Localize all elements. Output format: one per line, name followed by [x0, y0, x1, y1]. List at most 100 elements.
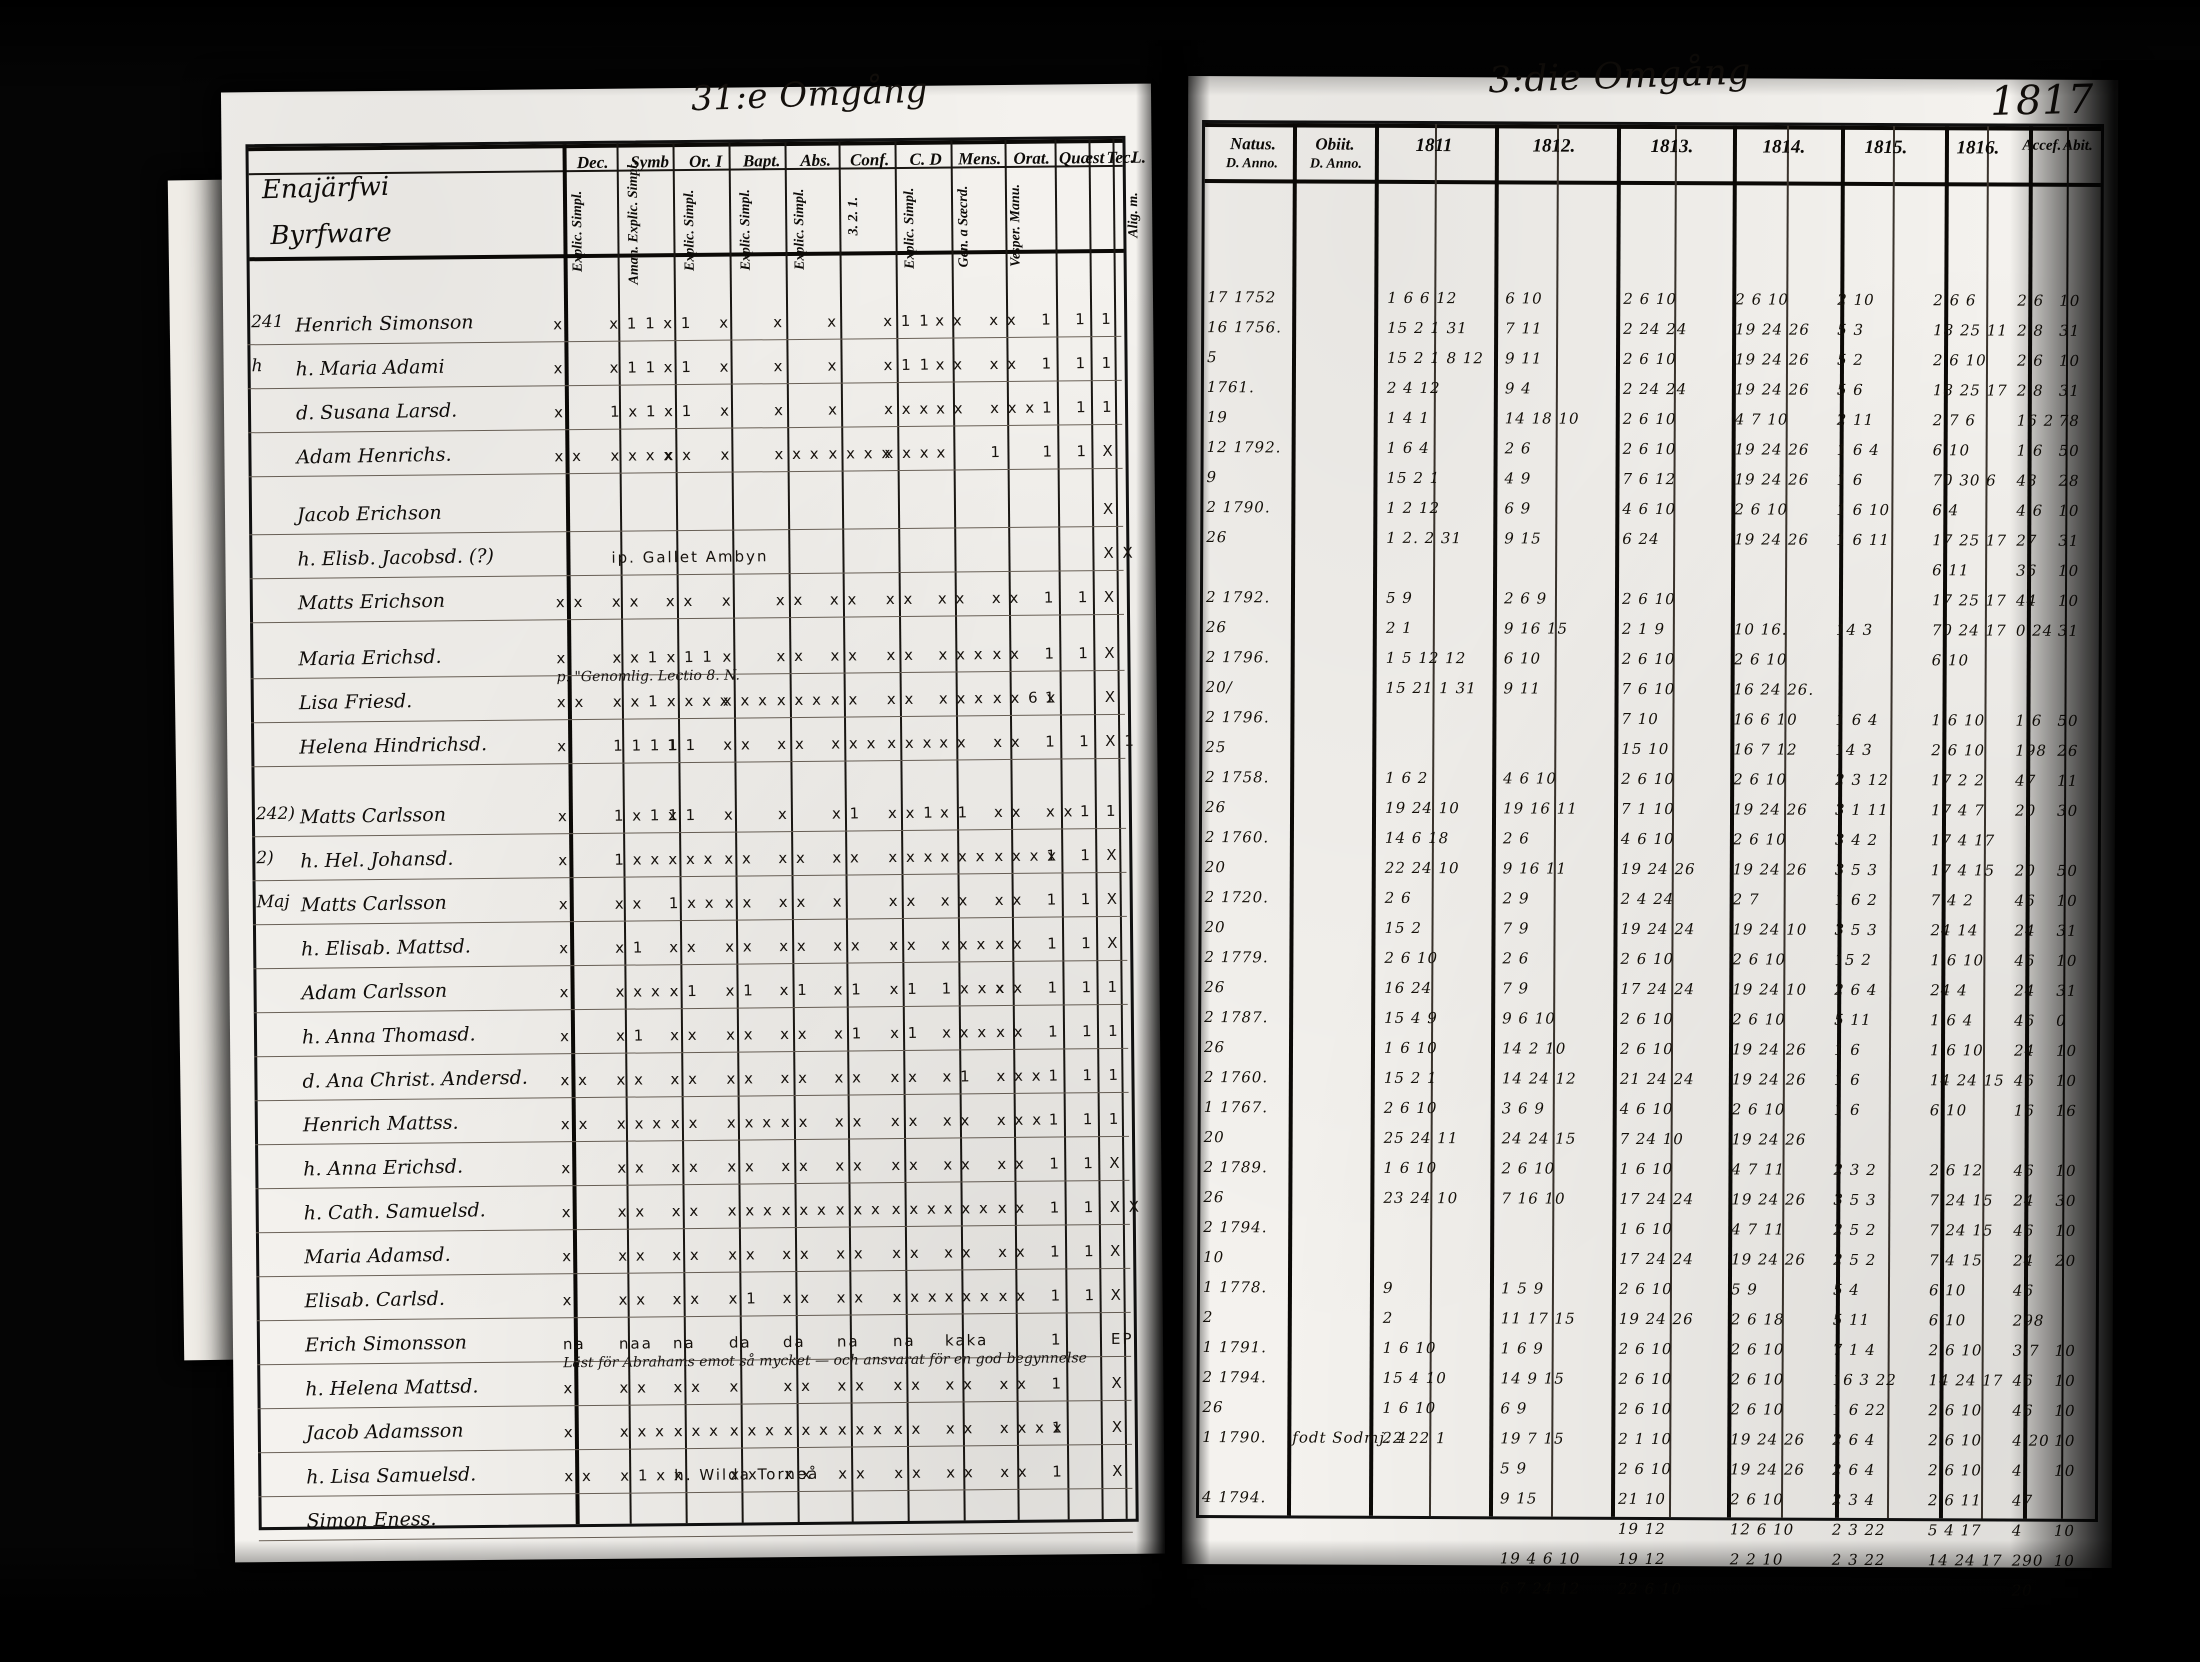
cell-mark: x	[719, 401, 732, 420]
register-value: 19 24 26	[1734, 380, 1810, 399]
cell-mark: 1	[1075, 310, 1087, 329]
cell-mark: x x	[993, 802, 1023, 822]
cell-mark: x x	[781, 1156, 810, 1176]
register-value: 9	[1382, 1278, 1394, 1297]
register-value: 15 2 1	[1386, 468, 1441, 488]
register-value: 1 2 12	[1386, 498, 1441, 518]
register-value: 15 2 1	[1383, 1068, 1438, 1088]
register-value: 19 24 24	[1620, 919, 1696, 939]
cell-mark: x x x	[892, 1287, 939, 1307]
cell-mark: x 1	[728, 1289, 758, 1308]
register-value: 5 9	[1500, 1459, 1528, 1478]
register-value: 7 11	[1505, 319, 1543, 338]
cell-mark: x x	[837, 1376, 867, 1395]
cell-mark: 1	[1049, 1154, 1061, 1173]
cell-mark: x x	[619, 1378, 649, 1397]
register-value: 1 6 10	[1836, 500, 1891, 520]
register-value: 2 6 4	[1832, 1430, 1876, 1449]
register-value: 2 6 10	[1928, 1401, 1983, 1420]
cell-mark: x x x	[781, 1200, 828, 1220]
register-value: 2 6	[1502, 949, 1530, 968]
cell-mark: 1	[990, 443, 1003, 462]
cell-mark: 1	[1050, 1330, 1063, 1349]
person-name: Henrich Simonson	[295, 311, 474, 337]
register-value: 3 4 2	[1834, 830, 1879, 849]
cell-mark: x x	[890, 1067, 920, 1087]
cell-mark: x x	[999, 1374, 1029, 1394]
register-value: 24 4	[1930, 981, 1968, 1000]
cell-mark: x x x	[727, 1201, 774, 1220]
register-value: 1 6 4	[1930, 1011, 1974, 1030]
register-value: 2 6 10	[1732, 1010, 1786, 1029]
cell-mark: na	[836, 1332, 860, 1351]
register-value: 15 2 1 8 12	[1386, 348, 1484, 368]
cell-mark: x	[719, 357, 731, 376]
cell-mark: x x	[893, 1419, 923, 1439]
register-value: 2 24 24	[1622, 379, 1688, 399]
right-dark-margin	[2010, 60, 2200, 1660]
register-value: 1 6 2	[1385, 768, 1429, 788]
cell-mark: x	[559, 939, 571, 958]
cell-mark: x	[558, 851, 570, 870]
register-value: 1 6	[1833, 1040, 1861, 1059]
register-value: 2 6 10	[1621, 589, 1676, 609]
column-header-1815: 1815.	[1864, 136, 1908, 159]
register-value: 22 24 10	[1384, 858, 1460, 878]
register-value: 2 6 10	[1730, 1490, 1784, 1509]
cell-mark: x x	[782, 1244, 811, 1264]
cell-mark: 1	[1101, 309, 1113, 329]
cell-mark: x	[553, 359, 565, 378]
cell-mark: x x	[725, 1025, 755, 1044]
cell-mark: x x	[665, 591, 695, 611]
cell-mark: x x	[834, 1068, 864, 1087]
register-value: 14 3	[1835, 620, 1874, 639]
cell-mark: 1	[1101, 397, 1114, 417]
register-value: 14 24 12	[1501, 1069, 1577, 1088]
column-header-dec: Dec.	[576, 152, 609, 173]
cell-mark: x x	[611, 592, 641, 611]
register-value: 14 6 18	[1384, 828, 1450, 848]
register-value: 7 9	[1502, 979, 1530, 998]
register-value: 2 6	[1502, 829, 1530, 848]
person-name: Maria Adamsd.	[303, 1243, 451, 1269]
cell-mark: x	[721, 591, 733, 610]
register-value: 15 2	[1384, 918, 1422, 938]
cell-mark: x x	[554, 447, 584, 466]
register-value: 2 3 2	[1833, 1160, 1877, 1179]
register-value: 1 2. 2 31	[1386, 528, 1463, 548]
person-name: Matts Carlsson	[299, 803, 447, 829]
cell-mark: x x 1	[612, 648, 660, 667]
cell-mark: 1	[1081, 1022, 1094, 1041]
register-value: 2 1720.	[1204, 888, 1269, 907]
person-name: h. Lisa Samuelsd.	[306, 1463, 477, 1489]
cell-mark: 1	[1076, 442, 1089, 461]
cell-mark: x x	[775, 590, 805, 610]
cell-mark: x x	[618, 1246, 647, 1265]
person-name: Elisab. Carlsd.	[304, 1287, 446, 1313]
cell-mark: x	[773, 401, 786, 420]
register-value: 2 1789.	[1203, 1158, 1268, 1177]
register-value: 2 3 12	[1835, 770, 1889, 790]
register-value: 2 1796.	[1205, 708, 1270, 727]
cell-mark: 1	[1079, 732, 1091, 751]
register-value: 2 1 9	[1621, 619, 1666, 639]
register-value: 4 7 10	[1734, 410, 1789, 429]
register-value: 3 5 3	[1833, 1190, 1877, 1209]
cell-mark: x x	[723, 735, 752, 754]
cell-mark: x	[720, 445, 732, 464]
right-page: 3:die Omgång 1817 Natus. D. Anno. Obiit.…	[1181, 51, 2119, 1600]
register-value: 7 1 10	[1621, 799, 1675, 819]
cell-mark: x x	[889, 935, 918, 955]
cell-mark: x x x x	[666, 691, 731, 711]
cell-mark: x x	[991, 588, 1021, 608]
cell-mark: x x x x	[828, 444, 893, 463]
cell-mark: x x	[669, 1025, 699, 1045]
cell-mark: x x x	[884, 443, 931, 463]
register-value: 1 1767.	[1203, 1098, 1269, 1117]
cell-mark: 1	[1083, 1198, 1096, 1217]
cell-mark: x x	[779, 936, 808, 956]
cell-mark: x x	[778, 892, 808, 912]
register-value: 6 9	[1504, 499, 1532, 518]
register-value: 1 5 9	[1500, 1279, 1545, 1298]
cell-mark: x x x	[941, 935, 988, 954]
